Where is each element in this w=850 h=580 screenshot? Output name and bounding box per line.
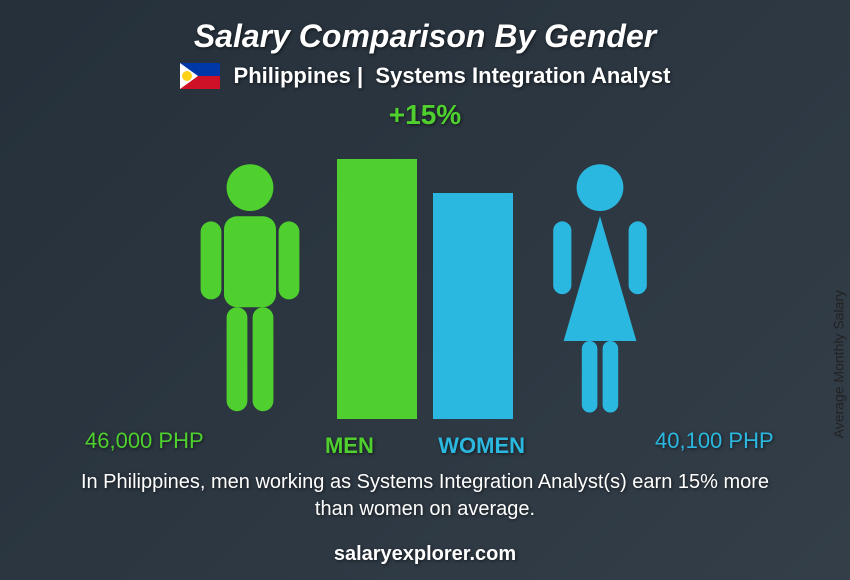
footer-source: salaryexplorer.com	[0, 543, 850, 566]
separator: |	[357, 63, 363, 88]
men-label: MEN	[325, 433, 374, 459]
woman-icon	[535, 159, 665, 419]
men-bar	[337, 159, 417, 419]
description-text: In Philippines, men working as Systems I…	[0, 459, 850, 523]
women-bar	[433, 193, 513, 419]
country-name: Philippines	[234, 63, 351, 88]
bar-group	[337, 159, 513, 419]
subtitle-text: Philippines | Systems Integration Analys…	[234, 63, 671, 89]
chart-area: +15% 46,000 PHP 40,100 PHP MEN WOMEN	[0, 99, 850, 459]
job-title: Systems Integration Analyst	[375, 63, 670, 88]
labels-row: MEN WOMEN	[0, 433, 850, 459]
man-icon	[185, 159, 315, 419]
subtitle-row: Philippines | Systems Integration Analys…	[0, 63, 850, 89]
page-title: Salary Comparison By Gender	[0, 18, 850, 55]
percentage-diff: +15%	[389, 99, 461, 131]
women-label: WOMEN	[438, 433, 525, 459]
y-axis-label: Average Monthly Salary	[830, 290, 846, 438]
philippines-flag-icon	[180, 63, 220, 89]
